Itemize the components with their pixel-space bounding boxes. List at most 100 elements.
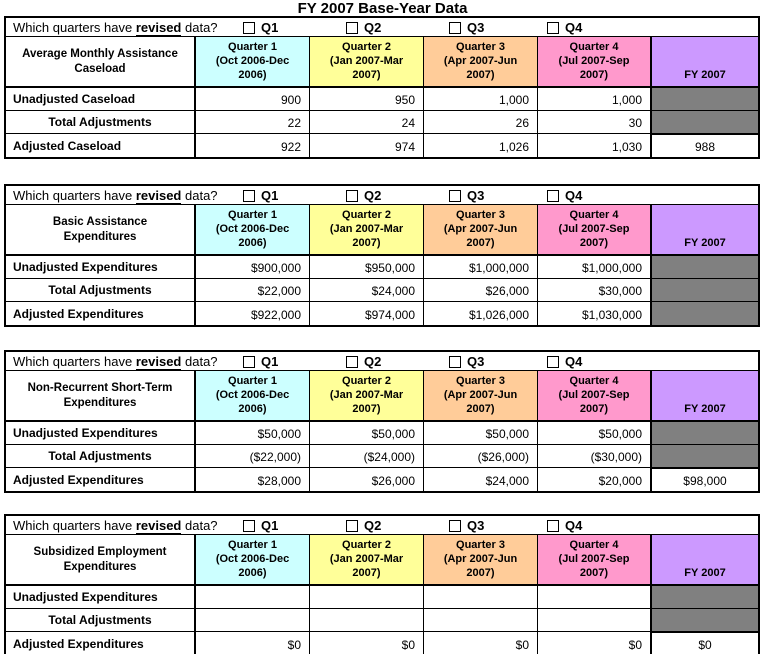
- q3-value-cell[interactable]: [424, 609, 538, 631]
- q1-value-cell[interactable]: $0: [196, 632, 310, 654]
- q3-value-cell[interactable]: ($26,000): [424, 445, 538, 467]
- q2-value-cell[interactable]: [310, 586, 424, 608]
- quarter-3-label: Quarter 3: [456, 41, 505, 53]
- q4-revised-checkbox[interactable]: [547, 189, 559, 202]
- quarter-1-dates: (Oct 2006-Dec 2006): [215, 388, 290, 415]
- q3-value-cell[interactable]: 26: [424, 111, 538, 133]
- q2-value-cell[interactable]: $0: [310, 632, 424, 654]
- q4-value-cell[interactable]: $20,000: [538, 468, 652, 491]
- quarter-3-header: Quarter 3 (Apr 2007-Jun 2007): [424, 37, 538, 86]
- q3-value-cell[interactable]: 1,026: [424, 134, 538, 157]
- fy-value-cell[interactable]: 988: [652, 134, 758, 157]
- question-post: data?: [181, 188, 218, 203]
- q1-value-cell[interactable]: $900,000: [196, 256, 310, 278]
- quarter-3-header: Quarter 3 (Apr 2007-Jun 2007): [424, 205, 538, 254]
- q1-value-cell[interactable]: [196, 609, 310, 631]
- quarter-2-label: Quarter 2: [342, 539, 391, 551]
- q4-revised-checkbox[interactable]: [547, 519, 559, 532]
- q2-revised-checkbox[interactable]: [346, 519, 358, 532]
- question-revised-word: revised: [135, 188, 182, 205]
- q2-revised-checkbox[interactable]: [346, 355, 358, 368]
- q1-value-cell[interactable]: 22: [196, 111, 310, 133]
- q3-value-cell[interactable]: $0: [424, 632, 538, 654]
- q1-revised-checkbox[interactable]: [243, 21, 255, 34]
- q4-value-cell[interactable]: ($30,000): [538, 445, 652, 467]
- q4-value-cell[interactable]: [538, 609, 652, 631]
- q4-checkbox-label: Q4: [565, 518, 583, 533]
- q1-value-cell[interactable]: 922: [196, 134, 310, 157]
- q4-revised-checkbox[interactable]: [547, 355, 559, 368]
- q3-revised-checkbox[interactable]: [449, 519, 461, 532]
- q3-value-cell[interactable]: $50,000: [424, 422, 538, 444]
- q1-revised-checkbox[interactable]: [243, 355, 255, 368]
- q4-value-cell[interactable]: $1,000,000: [538, 256, 652, 278]
- quarter-2-dates: (Jan 2007-Mar 2007): [329, 388, 404, 415]
- question-revised-word: revised: [135, 518, 182, 535]
- q2-value-cell[interactable]: $24,000: [310, 279, 424, 301]
- q3-revised-checkbox[interactable]: [449, 189, 461, 202]
- q4-value-cell[interactable]: $30,000: [538, 279, 652, 301]
- q2-value-cell[interactable]: $50,000: [310, 422, 424, 444]
- q4-value-cell[interactable]: 1,000: [538, 88, 652, 110]
- quarter-4-label: Quarter 4: [569, 375, 619, 387]
- q3-revised-checkbox[interactable]: [449, 21, 461, 34]
- q3-revised-checkbox[interactable]: [449, 355, 461, 368]
- row-label: Adjusted Expenditures: [6, 302, 196, 325]
- quarter-1-label: Quarter 1: [228, 209, 277, 221]
- q4-value-cell[interactable]: 30: [538, 111, 652, 133]
- q3-value-cell[interactable]: $1,000,000: [424, 256, 538, 278]
- fy-value-cell[interactable]: $0: [652, 632, 758, 654]
- fy-value-cell[interactable]: $98,000: [652, 468, 758, 491]
- table-row: Unadjusted Expenditures $900,000 $950,00…: [6, 256, 758, 279]
- quarter-1-label: Quarter 1: [228, 375, 277, 387]
- q2-value-cell[interactable]: 974: [310, 134, 424, 157]
- q2-value-cell[interactable]: $26,000: [310, 468, 424, 491]
- q4-value-cell[interactable]: $1,030,000: [538, 302, 652, 325]
- fy-2007-label: FY 2007: [684, 567, 726, 579]
- q4-value-cell[interactable]: 1,030: [538, 134, 652, 157]
- q3-value-cell[interactable]: 1,000: [424, 88, 538, 110]
- q1-value-cell[interactable]: $50,000: [196, 422, 310, 444]
- header-row: Basic Assistance Expenditures Quarter 1(…: [6, 205, 758, 256]
- quarter-1-dates: (Oct 2006-Dec 2006): [215, 54, 290, 81]
- q1-value-cell[interactable]: $28,000: [196, 468, 310, 491]
- q3-checkbox-group: Q3: [449, 20, 484, 35]
- table-title: Average Monthly Assistance Caseload: [6, 37, 196, 86]
- q2-value-cell[interactable]: $950,000: [310, 256, 424, 278]
- q3-value-cell[interactable]: [424, 586, 538, 608]
- q2-value-cell[interactable]: 24: [310, 111, 424, 133]
- table-title: Non-Recurrent Short-Term Expenditures: [6, 371, 196, 420]
- q3-value-cell[interactable]: $24,000: [424, 468, 538, 491]
- q1-revised-checkbox[interactable]: [243, 519, 255, 532]
- quarter-4-label: Quarter 4: [569, 41, 619, 53]
- q2-revised-checkbox[interactable]: [346, 21, 358, 34]
- q2-value-cell[interactable]: $974,000: [310, 302, 424, 325]
- q3-value-cell[interactable]: $26,000: [424, 279, 538, 301]
- q1-revised-checkbox[interactable]: [243, 189, 255, 202]
- q4-checkbox-group: Q4: [547, 20, 582, 35]
- q4-revised-checkbox[interactable]: [547, 21, 559, 34]
- question-pre: Which quarters have: [13, 188, 136, 203]
- q2-value-cell[interactable]: 950: [310, 88, 424, 110]
- q1-value-cell[interactable]: [196, 586, 310, 608]
- quarter-4-dates: (Jul 2007-Sep 2007): [558, 388, 630, 415]
- q2-value-cell[interactable]: ($24,000): [310, 445, 424, 467]
- q1-value-cell[interactable]: $22,000: [196, 279, 310, 301]
- q2-checkbox-group: Q2: [346, 354, 381, 369]
- q1-checkbox-group: Q1: [243, 354, 278, 369]
- q2-value-cell[interactable]: [310, 609, 424, 631]
- q1-checkbox-label: Q1: [261, 20, 279, 35]
- q1-value-cell[interactable]: 900: [196, 88, 310, 110]
- table-row: Unadjusted Expenditures $50,000 $50,000 …: [6, 422, 758, 445]
- q2-revised-checkbox[interactable]: [346, 189, 358, 202]
- q1-checkbox-group: Q1: [243, 20, 278, 35]
- q4-value-cell[interactable]: $0: [538, 632, 652, 654]
- q1-value-cell[interactable]: $922,000: [196, 302, 310, 325]
- q1-value-cell[interactable]: ($22,000): [196, 445, 310, 467]
- q4-value-cell[interactable]: [538, 586, 652, 608]
- row-label: Adjusted Caseload: [6, 134, 196, 157]
- quarter-1-label: Quarter 1: [228, 539, 277, 551]
- row-label: Unadjusted Caseload: [6, 88, 196, 110]
- q4-value-cell[interactable]: $50,000: [538, 422, 652, 444]
- q3-value-cell[interactable]: $1,026,000: [424, 302, 538, 325]
